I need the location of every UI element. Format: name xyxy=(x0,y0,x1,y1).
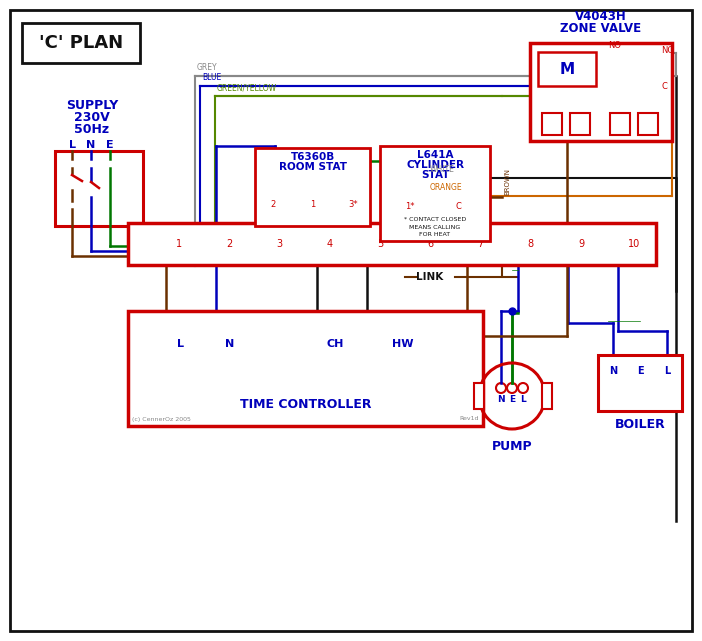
Bar xyxy=(380,146,490,241)
Text: NO: NO xyxy=(608,40,621,49)
Text: L: L xyxy=(520,394,526,403)
Text: 10: 10 xyxy=(628,239,640,249)
Text: L: L xyxy=(69,140,76,150)
Bar xyxy=(638,113,658,135)
Text: SUPPLY: SUPPLY xyxy=(66,99,118,112)
Text: 1: 1 xyxy=(176,239,182,249)
Text: 1: 1 xyxy=(310,199,316,208)
Text: L: L xyxy=(664,366,670,376)
Text: HW: HW xyxy=(392,339,413,349)
Text: FOR HEAT: FOR HEAT xyxy=(419,231,451,237)
Text: 'C' PLAN: 'C' PLAN xyxy=(39,34,123,52)
Text: LINK: LINK xyxy=(416,272,444,282)
Text: C: C xyxy=(661,81,667,90)
Text: 4: 4 xyxy=(326,239,333,249)
Text: N: N xyxy=(497,394,505,403)
Text: ROOM STAT: ROOM STAT xyxy=(279,162,347,172)
Text: PUMP: PUMP xyxy=(491,440,532,453)
Text: C: C xyxy=(455,201,461,210)
Bar xyxy=(542,383,552,409)
Text: 6: 6 xyxy=(427,239,433,249)
Text: L641A: L641A xyxy=(417,150,453,160)
Text: 2: 2 xyxy=(226,239,232,249)
Text: MEANS CALLING: MEANS CALLING xyxy=(409,224,461,229)
Text: V4043H: V4043H xyxy=(575,10,627,22)
Text: ZONE VALVE: ZONE VALVE xyxy=(560,22,642,35)
Bar xyxy=(255,148,370,226)
Bar xyxy=(538,52,596,86)
Text: CYLINDER: CYLINDER xyxy=(406,160,464,170)
Bar xyxy=(55,151,143,226)
Bar xyxy=(22,23,140,63)
Bar xyxy=(598,355,682,411)
Text: 2: 2 xyxy=(270,199,276,208)
Text: 3*: 3* xyxy=(348,199,358,208)
Bar xyxy=(530,43,672,141)
Text: WHITE: WHITE xyxy=(430,165,455,174)
Bar xyxy=(128,311,483,426)
Text: Rev1d: Rev1d xyxy=(460,417,479,422)
Bar xyxy=(128,223,656,265)
Text: E: E xyxy=(637,366,643,376)
Text: 230V: 230V xyxy=(74,110,110,124)
Text: E: E xyxy=(106,140,114,150)
Bar xyxy=(570,113,590,135)
Bar xyxy=(610,113,630,135)
Text: (c) CennerOz 2005: (c) CennerOz 2005 xyxy=(132,417,191,422)
Text: N: N xyxy=(86,140,95,150)
Bar xyxy=(542,113,562,135)
Text: STAT: STAT xyxy=(420,170,449,180)
Text: BLUE: BLUE xyxy=(202,73,221,82)
Text: CH: CH xyxy=(326,339,344,349)
Text: GREEN/YELLOW: GREEN/YELLOW xyxy=(217,83,277,92)
Text: L: L xyxy=(176,339,183,349)
Text: 8: 8 xyxy=(528,239,534,249)
Text: M: M xyxy=(559,62,574,76)
Text: E: E xyxy=(509,394,515,403)
Text: 3: 3 xyxy=(277,239,282,249)
Text: T6360B: T6360B xyxy=(291,152,335,162)
Bar xyxy=(474,383,484,409)
Text: TIME CONTROLLER: TIME CONTROLLER xyxy=(240,397,371,410)
Text: * CONTACT CLOSED: * CONTACT CLOSED xyxy=(404,217,466,222)
Text: BOILER: BOILER xyxy=(615,419,665,431)
Text: 9: 9 xyxy=(578,239,584,249)
Text: NC: NC xyxy=(661,46,673,54)
Text: 7: 7 xyxy=(477,239,484,249)
Text: N: N xyxy=(225,339,234,349)
Text: GREY: GREY xyxy=(197,63,218,72)
Text: BROWN: BROWN xyxy=(504,167,510,194)
Text: 1*: 1* xyxy=(405,201,414,210)
Text: ORANGE: ORANGE xyxy=(430,183,463,192)
Text: N: N xyxy=(609,366,617,376)
Text: 50Hz: 50Hz xyxy=(74,122,110,135)
Text: 5: 5 xyxy=(377,239,383,249)
